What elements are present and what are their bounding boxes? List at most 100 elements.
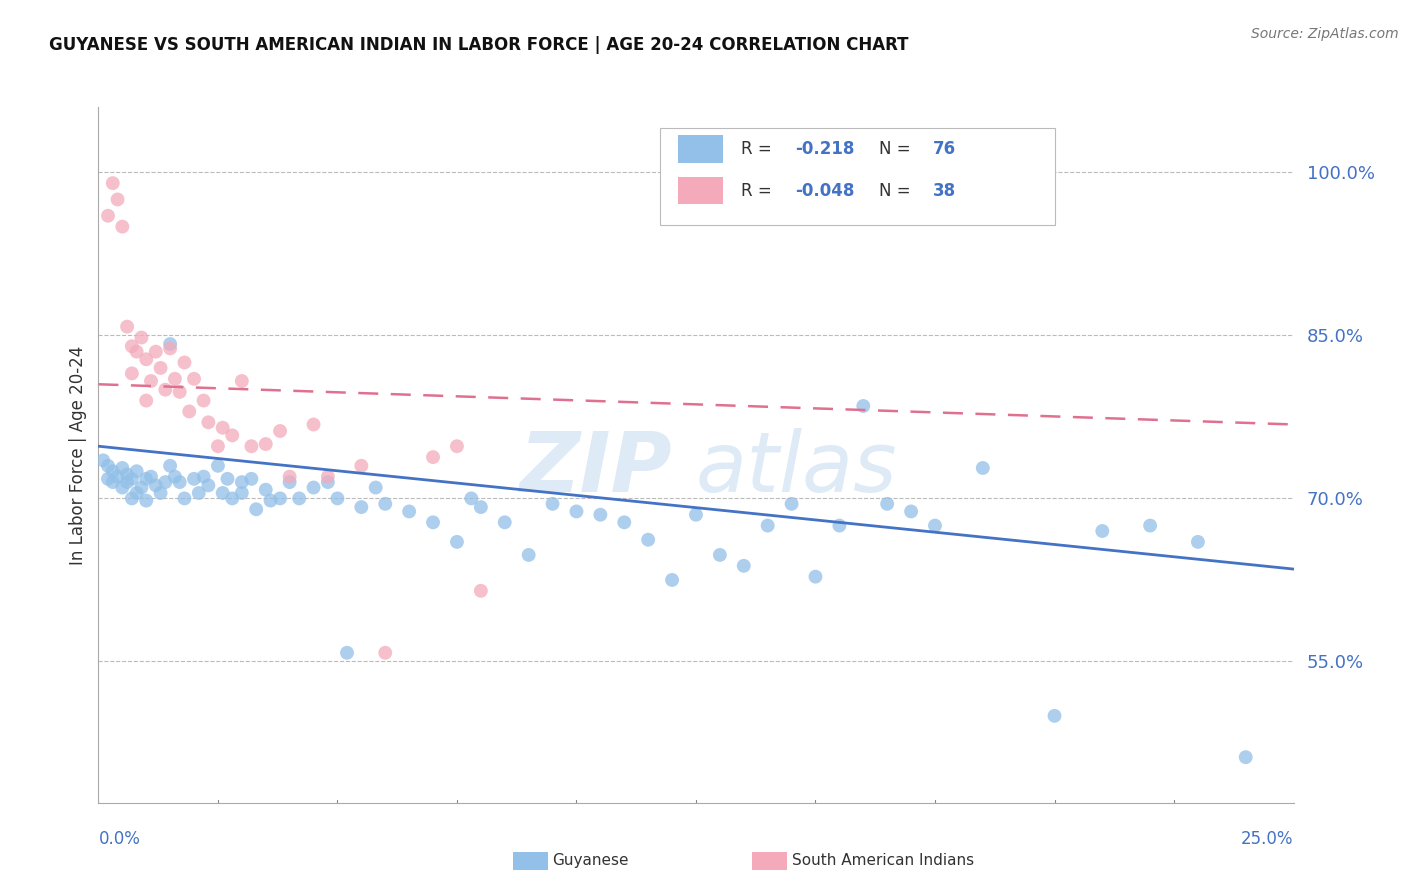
Point [163,469,186,483]
Point [924,518,946,533]
Point [470,583,492,598]
Text: Guyanese: Guyanese [553,854,628,868]
Point [316,469,339,483]
Point [183,472,205,486]
Point [107,469,129,483]
FancyBboxPatch shape [678,177,724,204]
Text: N =: N = [879,182,915,200]
Point [221,428,243,442]
Point [101,475,124,489]
Point [125,464,148,478]
Point [111,219,134,234]
Point [828,518,851,533]
Point [149,486,172,500]
Text: atlas: atlas [696,428,897,509]
Point [131,481,153,495]
Point [254,437,277,451]
Point [613,516,636,530]
Point [231,486,253,500]
Point [169,475,191,489]
Point [173,491,195,506]
Point [207,439,229,453]
Point [398,504,420,518]
Text: South American Indians: South American Indians [792,854,974,868]
Point [240,439,263,453]
Point [211,421,233,435]
Point [254,483,277,497]
Point [1043,708,1066,723]
Point [278,469,301,483]
Point [900,504,922,518]
Text: 76: 76 [932,140,956,158]
Point [350,500,373,515]
Point [197,478,219,492]
Point [211,486,233,500]
Text: N =: N = [879,140,915,158]
Point [350,458,373,473]
FancyBboxPatch shape [678,135,724,162]
Point [101,176,124,190]
Point [121,339,143,353]
Point [422,516,444,530]
Point [183,372,205,386]
Point [446,535,468,549]
Point [101,464,124,478]
Point [756,518,779,533]
Point [637,533,659,547]
Point [135,493,157,508]
Point [231,475,253,489]
Point [139,374,162,388]
Text: GUYANESE VS SOUTH AMERICAN INDIAN IN LABOR FORCE | AGE 20-24 CORRELATION CHART: GUYANESE VS SOUTH AMERICAN INDIAN IN LAB… [49,36,908,54]
Point [780,497,803,511]
Point [163,372,186,386]
Point [589,508,612,522]
Point [135,352,157,367]
Point [541,497,564,511]
Point [1091,524,1114,538]
Point [517,548,540,562]
Point [97,472,120,486]
Point [876,497,898,511]
Point [131,330,153,344]
Point [193,469,215,483]
Text: R =: R = [741,182,778,200]
Point [709,548,731,562]
Point [302,417,325,432]
Point [685,508,707,522]
Point [269,491,291,506]
Point [139,469,162,483]
Point [565,504,588,518]
Point [173,355,195,369]
Point [159,337,181,351]
Point [364,481,387,495]
Point [197,415,219,429]
Point [97,458,120,473]
Point [316,475,339,489]
Text: -0.218: -0.218 [796,140,855,158]
Text: ZIP: ZIP [519,428,672,509]
Point [221,491,243,506]
Point [733,558,755,573]
Point [115,475,138,489]
Point [159,458,181,473]
Point [111,461,134,475]
Point [107,193,129,207]
Point [446,439,468,453]
Point [1139,518,1161,533]
Point [145,344,167,359]
Point [97,209,120,223]
Point [125,344,148,359]
Point [852,399,875,413]
Point [149,361,172,376]
Point [159,342,181,356]
Point [121,491,143,506]
Point [374,497,396,511]
Point [115,319,138,334]
Point [231,374,253,388]
Text: Source: ZipAtlas.com: Source: ZipAtlas.com [1251,27,1399,41]
Text: -0.048: -0.048 [796,182,855,200]
Point [661,573,683,587]
Point [135,393,157,408]
Point [422,450,444,464]
Point [125,486,148,500]
